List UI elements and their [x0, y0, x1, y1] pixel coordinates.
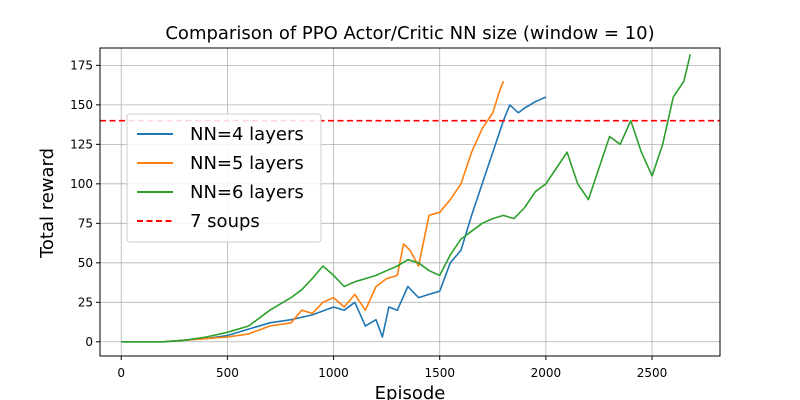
x-tick-label: 1000	[318, 366, 349, 380]
x-tick-label: 500	[216, 366, 239, 380]
y-axis-label: Total reward	[37, 148, 58, 259]
plot-frame	[99, 47, 721, 357]
legend-box	[126, 113, 322, 243]
series-line-3	[121, 54, 692, 343]
y-tick-label: 25	[78, 295, 93, 309]
x-tick-label: 2000	[531, 366, 562, 380]
x-tick-label: 0	[117, 366, 125, 380]
legend-label: 7 soups	[190, 211, 260, 232]
legend-label: NN=4 layers	[190, 124, 304, 145]
y-tick-label: 125	[70, 137, 93, 151]
x-tick-label: 2500	[637, 366, 668, 380]
series-line-2	[163, 80, 505, 343]
y-axis-ticks: 0 25 50 75 100 125 150 175	[70, 58, 100, 349]
legend-label: NN=6 layers	[190, 182, 304, 203]
y-tick-label: 175	[70, 58, 93, 72]
x-axis-label: Episode	[375, 383, 446, 400]
y-tick-label: 75	[78, 216, 93, 230]
y-tick-label: 50	[78, 256, 93, 270]
y-tick-label: 0	[85, 335, 93, 349]
x-axis-ticks: 0 500 1000 1500 2000 2500	[117, 356, 667, 380]
y-tick-label: 150	[70, 98, 93, 112]
series-lines	[100, 54, 720, 343]
y-tick-label: 100	[70, 177, 93, 191]
chart-title: Comparison of PPO Actor/Critic NN size (…	[165, 23, 654, 44]
legend-label: NN=5 layers	[190, 153, 304, 174]
legend: NN=4 layers NN=5 layers NN=6 layers 7 soups	[126, 113, 322, 243]
series-line-1	[121, 96, 547, 343]
x-tick-label: 1500	[424, 366, 455, 380]
